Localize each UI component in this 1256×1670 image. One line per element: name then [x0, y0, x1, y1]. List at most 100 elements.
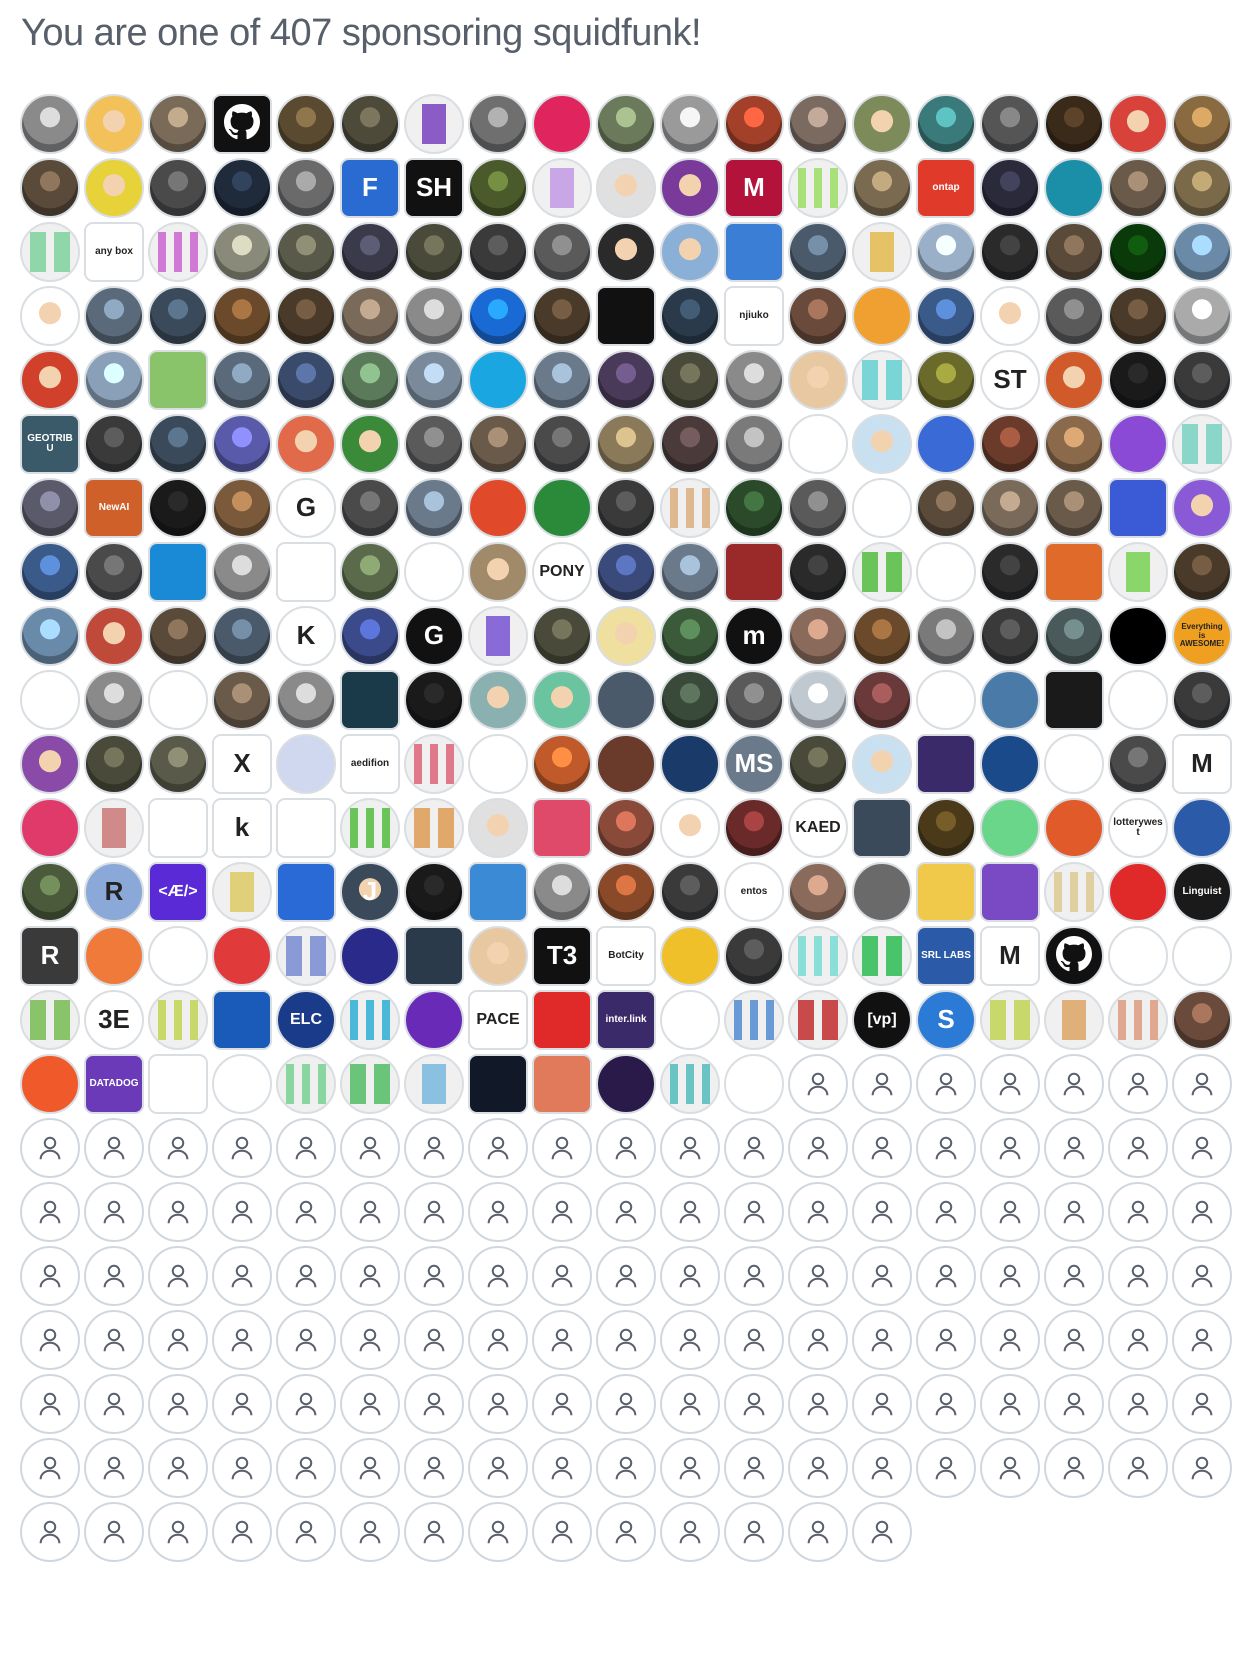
sponsor-avatar[interactable]	[596, 606, 656, 666]
default-sponsor-avatar[interactable]	[468, 1374, 528, 1434]
sponsor-avatar[interactable]	[788, 158, 848, 218]
sponsor-avatar[interactable]	[212, 222, 272, 282]
sponsor-avatar[interactable]	[84, 798, 144, 858]
sponsor-avatar[interactable]: J	[340, 862, 400, 922]
sponsor-avatar[interactable]	[532, 222, 592, 282]
sponsor-avatar[interactable]	[852, 350, 912, 410]
default-sponsor-avatar[interactable]	[788, 1502, 848, 1562]
default-sponsor-avatar[interactable]	[404, 1502, 464, 1562]
default-sponsor-avatar[interactable]	[724, 1502, 784, 1562]
sponsor-avatar[interactable]	[724, 798, 784, 858]
sponsor-avatar[interactable]	[340, 414, 400, 474]
sponsor-avatar[interactable]	[212, 990, 272, 1050]
sponsor-avatar[interactable]	[660, 606, 720, 666]
sponsor-avatar[interactable]	[1044, 798, 1104, 858]
sponsor-avatar[interactable]	[724, 478, 784, 538]
default-sponsor-avatar[interactable]	[596, 1438, 656, 1498]
sponsor-avatar[interactable]	[788, 990, 848, 1050]
sponsor-avatar[interactable]	[1108, 990, 1168, 1050]
default-sponsor-avatar[interactable]	[148, 1438, 208, 1498]
sponsor-avatar[interactable]	[980, 158, 1040, 218]
default-sponsor-avatar[interactable]	[276, 1246, 336, 1306]
default-sponsor-avatar[interactable]	[1044, 1374, 1104, 1434]
default-sponsor-avatar[interactable]	[148, 1182, 208, 1242]
default-sponsor-avatar[interactable]	[916, 1054, 976, 1114]
default-sponsor-avatar[interactable]	[1108, 1374, 1168, 1434]
sponsor-avatar[interactable]	[148, 798, 208, 858]
default-sponsor-avatar[interactable]	[84, 1182, 144, 1242]
sponsor-avatar[interactable]: T3	[532, 926, 592, 986]
default-sponsor-avatar[interactable]	[212, 1502, 272, 1562]
sponsor-avatar[interactable]	[724, 94, 784, 154]
sponsor-avatar[interactable]	[468, 158, 528, 218]
sponsor-avatar[interactable]: Linguist	[1172, 862, 1232, 922]
default-sponsor-avatar[interactable]	[724, 1438, 784, 1498]
default-sponsor-avatar[interactable]	[212, 1374, 272, 1434]
sponsor-avatar[interactable]	[340, 478, 400, 538]
sponsor-avatar[interactable]	[916, 670, 976, 730]
default-sponsor-avatar[interactable]	[20, 1502, 80, 1562]
sponsor-avatar[interactable]	[468, 734, 528, 794]
sponsor-avatar[interactable]	[1172, 926, 1232, 986]
sponsor-avatar[interactable]	[84, 414, 144, 474]
default-sponsor-avatar[interactable]	[468, 1118, 528, 1178]
sponsor-avatar[interactable]: PACE	[468, 990, 528, 1050]
default-sponsor-avatar[interactable]	[852, 1438, 912, 1498]
sponsor-avatar[interactable]	[1108, 222, 1168, 282]
default-sponsor-avatar[interactable]	[788, 1246, 848, 1306]
default-sponsor-avatar[interactable]	[212, 1438, 272, 1498]
sponsor-avatar[interactable]	[468, 542, 528, 602]
sponsor-avatar[interactable]	[980, 798, 1040, 858]
sponsor-avatar[interactable]	[852, 542, 912, 602]
sponsor-avatar[interactable]: GEOTRIBU	[20, 414, 80, 474]
sponsor-avatar[interactable]	[596, 734, 656, 794]
default-sponsor-avatar[interactable]	[660, 1182, 720, 1242]
default-sponsor-avatar[interactable]	[276, 1118, 336, 1178]
sponsor-avatar[interactable]	[1108, 862, 1168, 922]
default-sponsor-avatar[interactable]	[276, 1374, 336, 1434]
sponsor-avatar[interactable]	[660, 414, 720, 474]
sponsor-avatar[interactable]	[20, 990, 80, 1050]
sponsor-avatar[interactable]	[788, 94, 848, 154]
sponsor-avatar[interactable]	[596, 286, 656, 346]
sponsor-avatar[interactable]	[404, 1054, 464, 1114]
default-sponsor-avatar[interactable]	[212, 1246, 272, 1306]
default-sponsor-avatar[interactable]	[532, 1118, 592, 1178]
default-sponsor-avatar[interactable]	[20, 1246, 80, 1306]
sponsor-avatar[interactable]	[1172, 94, 1232, 154]
default-sponsor-avatar[interactable]	[404, 1246, 464, 1306]
sponsor-avatar[interactable]	[596, 94, 656, 154]
sponsor-avatar[interactable]	[148, 606, 208, 666]
sponsor-avatar[interactable]	[788, 670, 848, 730]
sponsor-avatar[interactable]: inter.link	[596, 990, 656, 1050]
default-sponsor-avatar[interactable]	[724, 1310, 784, 1370]
default-sponsor-avatar[interactable]	[532, 1246, 592, 1306]
default-sponsor-avatar[interactable]	[1172, 1118, 1232, 1178]
default-sponsor-avatar[interactable]	[20, 1118, 80, 1178]
sponsor-avatar[interactable]	[724, 670, 784, 730]
sponsor-avatar[interactable]	[20, 158, 80, 218]
sponsor-avatar[interactable]	[660, 670, 720, 730]
sponsor-avatar[interactable]	[852, 222, 912, 282]
default-sponsor-avatar[interactable]	[148, 1374, 208, 1434]
default-sponsor-avatar[interactable]	[660, 1502, 720, 1562]
sponsor-avatar[interactable]: DATADOG	[84, 1054, 144, 1114]
sponsor-avatar[interactable]: 3E	[84, 990, 144, 1050]
sponsor-avatar[interactable]	[980, 670, 1040, 730]
sponsor-avatar[interactable]	[84, 926, 144, 986]
sponsor-avatar[interactable]	[660, 350, 720, 410]
sponsor-avatar[interactable]	[20, 350, 80, 410]
sponsor-avatar[interactable]	[468, 926, 528, 986]
sponsor-avatar[interactable]	[1108, 926, 1168, 986]
sponsor-avatar[interactable]	[852, 158, 912, 218]
default-sponsor-avatar[interactable]	[340, 1438, 400, 1498]
default-sponsor-avatar[interactable]	[212, 1182, 272, 1242]
sponsor-avatar[interactable]	[724, 222, 784, 282]
default-sponsor-avatar[interactable]	[1172, 1438, 1232, 1498]
sponsor-avatar[interactable]	[724, 542, 784, 602]
default-sponsor-avatar[interactable]	[596, 1118, 656, 1178]
sponsor-avatar[interactable]: ontap	[916, 158, 976, 218]
sponsor-avatar[interactable]	[660, 94, 720, 154]
sponsor-avatar[interactable]	[532, 1054, 592, 1114]
default-sponsor-avatar[interactable]	[1108, 1438, 1168, 1498]
